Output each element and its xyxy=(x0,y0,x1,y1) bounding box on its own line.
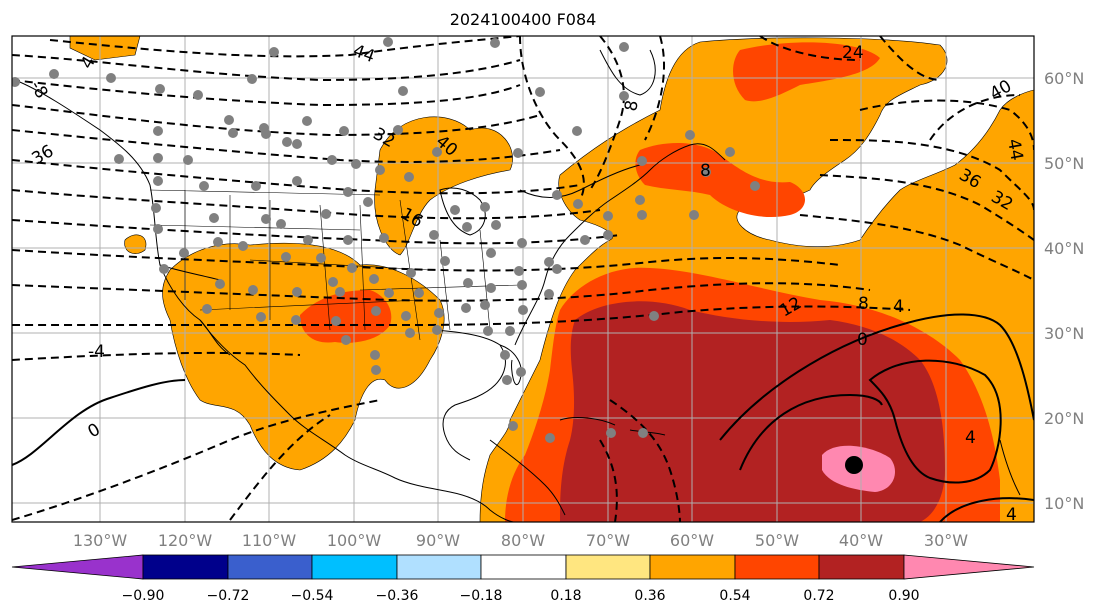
svg-text:30°W: 30°W xyxy=(924,531,968,550)
station-dots xyxy=(12,37,760,443)
contours-solid xyxy=(12,313,1034,522)
svg-text:40°W: 40°W xyxy=(839,531,883,550)
svg-text:−0.72: −0.72 xyxy=(207,588,250,604)
svg-text:120°W: 120°W xyxy=(158,531,213,550)
svg-text:20°N: 20°N xyxy=(1044,409,1084,428)
svg-text:8: 8 xyxy=(858,294,869,314)
svg-text:80°W: 80°W xyxy=(501,531,545,550)
svg-text:24: 24 xyxy=(842,43,864,63)
svg-text:40°N: 40°N xyxy=(1044,239,1084,258)
svg-text:50°N: 50°N xyxy=(1044,154,1084,173)
svg-text:0.72: 0.72 xyxy=(803,588,834,604)
svg-text:44: 44 xyxy=(1003,137,1026,162)
svg-text:0.18: 0.18 xyxy=(550,588,581,604)
lon-labels: 130°W 120°W 110°W 100°W 90°W 80°W 70°W 6… xyxy=(73,531,968,550)
svg-text:−0.54: −0.54 xyxy=(291,588,334,604)
lat-labels: 60°N 50°N 40°N 30°N 20°N 10°N xyxy=(1044,69,1084,513)
coastlines xyxy=(14,49,1021,522)
svg-text:90°W: 90°W xyxy=(416,531,460,550)
svg-text:0.90: 0.90 xyxy=(888,588,919,604)
svg-text:−0.90: −0.90 xyxy=(122,588,165,604)
graticule xyxy=(12,36,1034,522)
svg-text:4: 4 xyxy=(965,428,976,448)
svg-text:60°W: 60°W xyxy=(670,531,714,550)
svg-text:−0.36: −0.36 xyxy=(376,588,419,604)
svg-text:8: 8 xyxy=(700,161,711,181)
svg-text:0: 0 xyxy=(857,330,868,350)
contours-dashed xyxy=(12,36,1034,522)
map-frame xyxy=(11,35,1035,523)
svg-text:70°W: 70°W xyxy=(586,531,630,550)
map-title: 2024100400 F084 xyxy=(450,10,597,29)
svg-text:0.54: 0.54 xyxy=(719,588,750,604)
colorbar-ticks: −0.90 −0.72 −0.54 −0.36 −0.18 0.18 0.36 … xyxy=(122,588,920,604)
svg-text:130°W: 130°W xyxy=(73,531,128,550)
svg-text:10°N: 10°N xyxy=(1044,494,1084,513)
state-borders xyxy=(149,189,521,341)
svg-text:8: 8 xyxy=(621,99,643,113)
storm-center-dot xyxy=(845,456,863,474)
svg-text:0.36: 0.36 xyxy=(634,588,665,604)
svg-text:110°W: 110°W xyxy=(242,531,297,550)
svg-text:4: 4 xyxy=(893,297,904,317)
svg-text:50°W: 50°W xyxy=(755,531,799,550)
svg-text:100°W: 100°W xyxy=(327,531,382,550)
colorbar-over-arrow xyxy=(903,554,1035,580)
svg-text:-4: -4 xyxy=(88,342,105,362)
svg-text:−0.18: −0.18 xyxy=(460,588,503,604)
colorbar xyxy=(11,554,1035,580)
svg-text:30°N: 30°N xyxy=(1044,324,1084,343)
svg-text:60°N: 60°N xyxy=(1044,69,1084,88)
svg-text:4: 4 xyxy=(1006,505,1017,525)
colorbar-under-arrow xyxy=(11,554,144,580)
